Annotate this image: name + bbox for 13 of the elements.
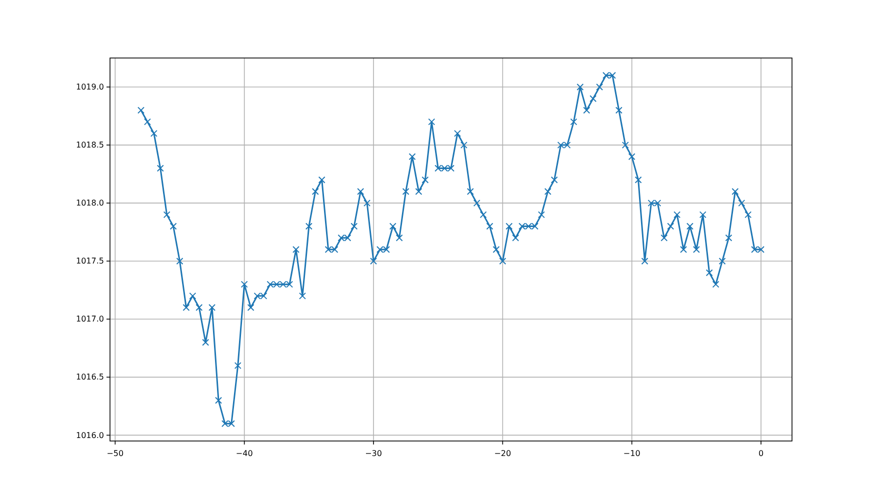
x-tick-label: −40 [236,449,253,458]
y-tick-label: 1016.0 [76,430,104,440]
x-tick-label: −20 [494,449,512,458]
x-tick-label: −10 [623,449,640,458]
x-tick-label: 0 [758,449,764,458]
y-tick-label: 1016.5 [76,372,104,382]
y-tick-label: 1017.0 [76,314,104,324]
y-tick-label: 1018.5 [76,140,104,150]
x-tick-label: −50 [106,449,124,458]
y-tick-label: 1017.5 [76,256,104,266]
y-tick-label: 1018.0 [76,198,104,208]
y-tick-label: 1019.0 [76,82,104,92]
x-tick-label: −30 [365,449,382,458]
